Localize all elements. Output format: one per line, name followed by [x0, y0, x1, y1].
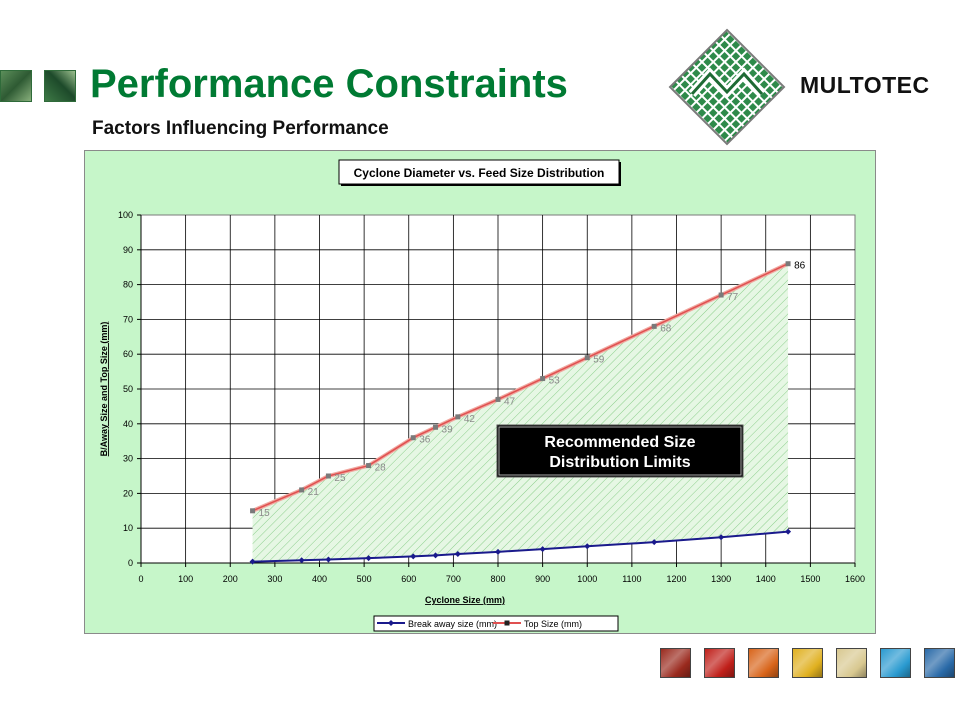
x-tick-label: 700: [446, 574, 461, 584]
data-label: 36: [419, 435, 431, 446]
break-away-point: [718, 534, 725, 541]
x-tick-label: 900: [535, 574, 550, 584]
data-label: 68: [660, 323, 672, 334]
color-swatch: [748, 648, 779, 678]
data-label: 86: [794, 261, 806, 272]
chart-title: Cyclone Diameter vs. Feed Size Distribut…: [354, 166, 605, 180]
break-away-point: [539, 546, 546, 553]
legend-top-size: Top Size (mm): [524, 619, 582, 629]
y-tick-label: 80: [123, 280, 133, 290]
break-away-point: [298, 557, 305, 564]
y-tick-label: 30: [123, 454, 133, 464]
data-label: 39: [442, 424, 454, 435]
data-label: 25: [334, 473, 346, 484]
color-swatch: [704, 648, 735, 678]
y-tick-label: 50: [123, 384, 133, 394]
x-axis-label: Cyclone Size (mm): [425, 595, 505, 605]
multotec-diamond-logo-icon: [668, 28, 786, 146]
y-tick-label: 40: [123, 419, 133, 429]
data-label: 59: [593, 355, 605, 366]
top-size-point: [718, 292, 724, 298]
y-tick-label: 100: [118, 210, 133, 220]
data-label: 53: [549, 376, 561, 387]
x-tick-label: 400: [312, 574, 327, 584]
x-tick-label: 1600: [845, 574, 865, 584]
data-label: 47: [504, 396, 516, 407]
break-away-point: [410, 553, 417, 560]
x-tick-label: 600: [401, 574, 416, 584]
annotation-line-1: Recommended Size: [544, 434, 695, 451]
color-swatch: [792, 648, 823, 678]
x-tick-label: 100: [178, 574, 193, 584]
break-away-point: [785, 528, 792, 535]
y-axis-label: B/Away Size and Top Size (mm): [99, 322, 109, 457]
page-title: Performance Constraints: [90, 62, 568, 106]
line-chart: 0 100 200 300 400 500 600 700 800 900 1000 1100 1200…: [99, 159, 865, 632]
x-tick-label: 500: [357, 574, 372, 584]
top-size-point: [433, 424, 439, 430]
photo-thumbnail-icon: [0, 70, 32, 102]
legend: Break away size (mm) Top Size (mm): [373, 615, 619, 632]
x-tick-label: 1400: [756, 574, 776, 584]
company-logo-text: MULTOTEC: [800, 72, 930, 98]
color-swatch: [836, 648, 867, 678]
top-size-point: [250, 508, 256, 514]
y-tick-label: 20: [123, 488, 133, 498]
color-swatch: [660, 648, 691, 678]
x-tick-label: 0: [138, 574, 143, 584]
break-away-point: [249, 558, 256, 565]
x-tick-label: 1300: [711, 574, 731, 584]
chart-area: 0 100 200 300 400 500 600 700 800 900 1000 1100 1200…: [84, 150, 876, 634]
page-subtitle: Factors Influencing Performance: [92, 118, 389, 139]
y-tick-label: 70: [123, 314, 133, 324]
data-label: 42: [464, 414, 476, 425]
break-away-point: [365, 555, 372, 562]
data-label: 77: [727, 292, 739, 303]
top-size-point: [584, 355, 590, 361]
annotation-box: Recommended Size Distribution Limits: [496, 424, 744, 478]
color-swatch: [880, 648, 911, 678]
top-size-point: [455, 414, 461, 420]
x-tick-label: 200: [223, 574, 238, 584]
break-away-point: [325, 556, 332, 563]
legend-break-away: Break away size (mm): [408, 619, 497, 629]
photo-thumbnail-icon: [44, 70, 76, 102]
top-size-point: [495, 396, 501, 402]
y-tick-label: 60: [123, 349, 133, 359]
x-tick-label: 1500: [800, 574, 820, 584]
y-tick-label: 90: [123, 245, 133, 255]
data-label: 28: [375, 463, 387, 474]
top-size-point: [299, 487, 305, 493]
top-size-point: [651, 323, 657, 329]
y-tick-label: 10: [123, 523, 133, 533]
color-swatch: [924, 648, 955, 678]
break-away-point: [651, 539, 658, 546]
annotation-line-2: Distribution Limits: [549, 454, 690, 471]
recommended-region: [252, 263, 789, 562]
top-size-point: [785, 261, 791, 267]
x-tick-label: 1100: [622, 574, 641, 584]
top-size-point: [325, 473, 331, 479]
chart-title-box: Cyclone Diameter vs. Feed Size Distribut…: [338, 159, 621, 186]
x-tick-label: 1000: [577, 574, 597, 584]
break-away-point: [432, 552, 439, 559]
x-tick-label: 800: [490, 574, 505, 584]
break-away-point: [584, 543, 591, 550]
break-away-point: [454, 550, 461, 557]
y-tick-label: 0: [128, 558, 133, 568]
top-size-point: [410, 435, 416, 441]
top-size-point: [366, 463, 372, 469]
break-away-point: [495, 548, 501, 555]
data-label: 15: [259, 508, 271, 519]
data-label: 21: [308, 487, 320, 498]
x-tick-label: 300: [267, 574, 282, 584]
x-tick-label: 1200: [666, 574, 686, 584]
top-size-point: [540, 376, 546, 382]
